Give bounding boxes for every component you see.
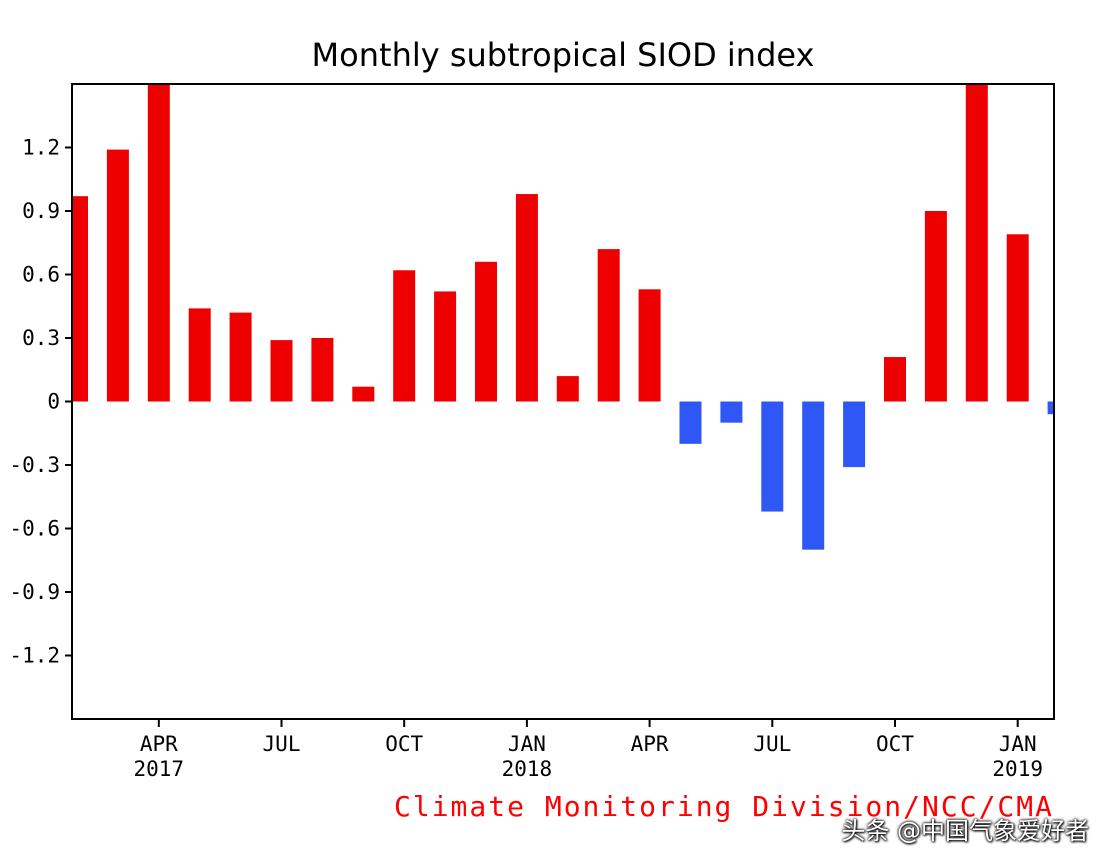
x-tick-year-label: 2018 bbox=[502, 757, 553, 781]
chart-title: Monthly subtropical SIOD index bbox=[312, 36, 815, 74]
bar bbox=[188, 308, 211, 402]
y-tick-label: -0.6 bbox=[9, 517, 60, 541]
chart-credit: Climate Monitoring Division/NCC/CMA bbox=[394, 790, 1054, 823]
bar bbox=[311, 338, 334, 402]
bar bbox=[924, 211, 947, 402]
bar bbox=[72, 196, 88, 402]
y-tick-label: 0.9 bbox=[22, 199, 60, 223]
bar bbox=[147, 84, 170, 402]
bar bbox=[597, 249, 620, 402]
y-tick-label: -0.3 bbox=[9, 453, 60, 477]
bar bbox=[1047, 401, 1054, 415]
x-tick-month-label: JAN bbox=[999, 732, 1037, 756]
bar bbox=[393, 270, 416, 402]
bar bbox=[434, 291, 457, 402]
bar bbox=[843, 401, 866, 468]
bar bbox=[1006, 234, 1029, 402]
x-tick-month-label: APR bbox=[140, 732, 178, 756]
x-tick-year-label: 2019 bbox=[992, 757, 1043, 781]
bar bbox=[965, 84, 988, 402]
bars-group bbox=[72, 84, 1054, 550]
x-tick-month-label: APR bbox=[631, 732, 669, 756]
bar bbox=[475, 261, 497, 402]
bar bbox=[679, 401, 702, 444]
bar bbox=[720, 401, 743, 423]
x-tick-month-label: JAN bbox=[508, 732, 546, 756]
bar bbox=[638, 289, 661, 402]
y-tick-label: 0.6 bbox=[22, 263, 60, 287]
bar bbox=[761, 401, 784, 512]
x-tick-month-label: OCT bbox=[876, 732, 914, 756]
bar bbox=[884, 357, 906, 402]
y-tick-label: -0.9 bbox=[9, 580, 60, 604]
bar bbox=[106, 149, 129, 402]
bar bbox=[556, 376, 579, 402]
bar bbox=[352, 386, 375, 402]
y-axis: -1.2 -0.9 -0.6 -0.3 0 0.3 0.6 0.9 1.2 bbox=[9, 136, 72, 668]
bar bbox=[802, 401, 825, 550]
watermark: 头条 @中国气象爱好者 bbox=[841, 817, 1089, 845]
y-tick-label: 1.2 bbox=[22, 136, 60, 160]
x-tick-month-label: JUL bbox=[753, 732, 791, 756]
x-tick-month-label: JUL bbox=[263, 732, 301, 756]
x-tick-month-label: OCT bbox=[385, 732, 423, 756]
y-tick-label: -1.2 bbox=[9, 644, 60, 668]
y-tick-label: 0.3 bbox=[22, 326, 60, 350]
bar bbox=[515, 194, 538, 402]
x-tick-year-label: 2017 bbox=[134, 757, 185, 781]
bar bbox=[229, 312, 252, 402]
bar bbox=[270, 340, 293, 402]
y-tick-label: 0 bbox=[47, 390, 60, 414]
